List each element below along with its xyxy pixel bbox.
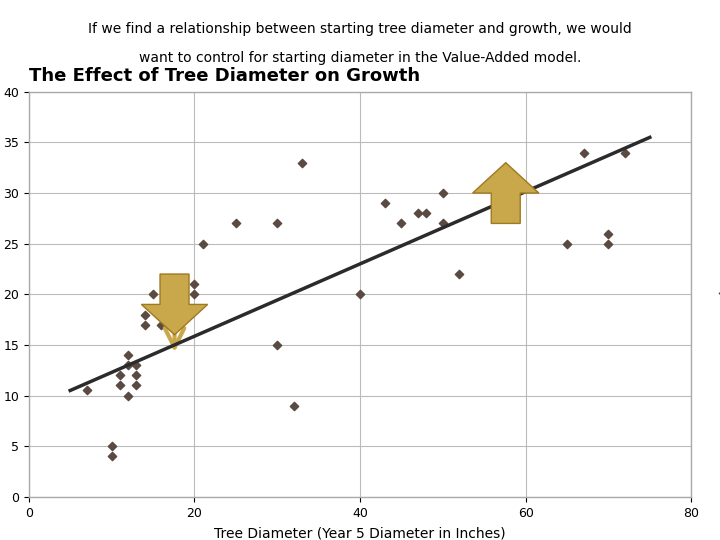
Tree Diameter bbox=[164, 320, 176, 329]
Tree Diameter bbox=[172, 290, 184, 299]
Tree Diameter bbox=[106, 442, 117, 450]
Text: The Effect of Tree Diameter on Growth: The Effect of Tree Diameter on Growth bbox=[29, 66, 420, 85]
Tree Diameter bbox=[197, 239, 209, 248]
Tree Diameter bbox=[271, 219, 283, 228]
Tree Diameter bbox=[297, 158, 308, 167]
Tree Diameter bbox=[420, 209, 432, 218]
Text: If we find a relationship between starting tree diameter and growth, we would: If we find a relationship between starti… bbox=[88, 22, 632, 36]
Tree Diameter bbox=[454, 270, 465, 279]
Tree Diameter bbox=[122, 351, 134, 360]
Tree Diameter bbox=[139, 310, 150, 319]
X-axis label: Tree Diameter (Year 5 Diameter in Inches): Tree Diameter (Year 5 Diameter in Inches… bbox=[214, 526, 506, 540]
Tree Diameter bbox=[603, 229, 614, 238]
Tree Diameter bbox=[122, 361, 134, 369]
Tree Diameter bbox=[379, 199, 391, 207]
Tree Diameter bbox=[114, 381, 126, 390]
Tree Diameter bbox=[81, 386, 92, 395]
Tree Diameter bbox=[114, 371, 126, 380]
Tree Diameter bbox=[578, 148, 590, 157]
FancyArrow shape bbox=[141, 274, 207, 335]
Tree Diameter bbox=[148, 290, 159, 299]
Tree Diameter bbox=[562, 239, 573, 248]
Tree Diameter bbox=[189, 290, 200, 299]
Tree Diameter bbox=[396, 219, 408, 228]
Tree Diameter bbox=[189, 280, 200, 288]
Tree Diameter bbox=[131, 371, 143, 380]
Tree Diameter bbox=[619, 148, 631, 157]
Tree Diameter bbox=[437, 219, 449, 228]
Tree Diameter bbox=[122, 391, 134, 400]
Tree Diameter bbox=[156, 320, 167, 329]
Tree Diameter bbox=[288, 401, 300, 410]
Tree Diameter bbox=[139, 320, 150, 329]
Legend: Tree Diameter: Tree Diameter bbox=[704, 283, 720, 306]
FancyArrow shape bbox=[472, 163, 539, 224]
Tree Diameter bbox=[131, 381, 143, 390]
Tree Diameter bbox=[271, 341, 283, 349]
Tree Diameter bbox=[413, 209, 424, 218]
Tree Diameter bbox=[131, 361, 143, 369]
Text: want to control for starting diameter in the Value-Added model.: want to control for starting diameter in… bbox=[139, 51, 581, 65]
Tree Diameter bbox=[603, 239, 614, 248]
Tree Diameter bbox=[230, 219, 242, 228]
Tree Diameter bbox=[106, 452, 117, 461]
Tree Diameter bbox=[437, 189, 449, 198]
Tree Diameter bbox=[354, 290, 366, 299]
